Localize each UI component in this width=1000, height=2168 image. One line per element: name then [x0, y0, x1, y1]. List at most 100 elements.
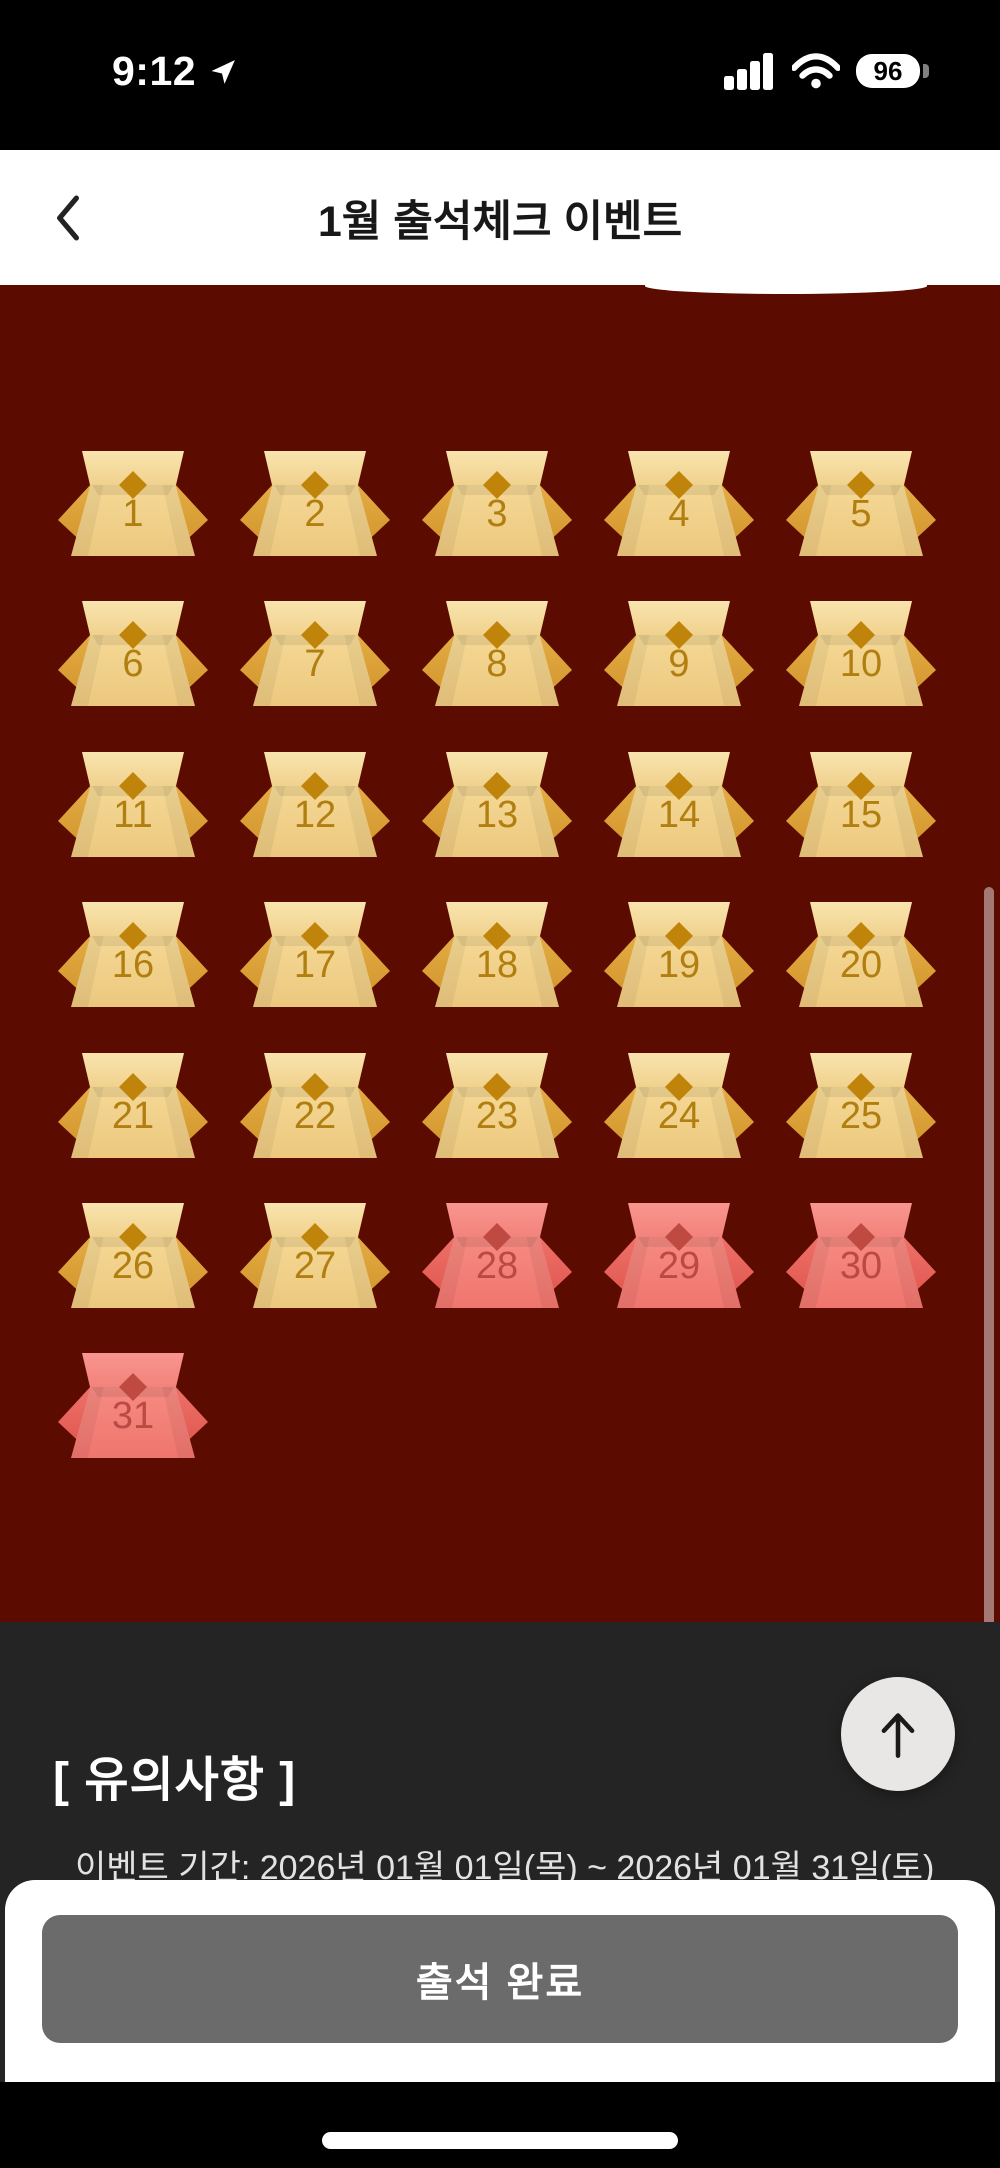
gift-day-12[interactable]: 12: [239, 751, 391, 863]
gift-day-19[interactable]: 19: [603, 901, 755, 1013]
gift-pouch-graphic: 24: [604, 1052, 754, 1158]
gift-pouch-graphic: 1: [58, 451, 208, 556]
gift-day-number: 11: [113, 794, 152, 836]
nav-bar: 1월 출석체크 이벤트: [0, 150, 1000, 285]
gift-pouch-graphic: 6: [58, 601, 208, 707]
attendance-complete-button[interactable]: 출석 완료: [42, 1915, 958, 2043]
status-bar: 9:12 96: [0, 0, 1000, 150]
gift-day-number: 8: [486, 643, 507, 685]
gift-day-number: 31: [112, 1395, 154, 1437]
gift-day-16[interactable]: 16: [57, 901, 209, 1013]
gift-day-29[interactable]: 29: [603, 1202, 755, 1314]
gift-day-number: 17: [294, 944, 336, 986]
gift-day-17[interactable]: 17: [239, 901, 391, 1013]
gift-pouch-graphic: 21: [58, 1052, 208, 1158]
gift-pouch-graphic: 11: [58, 751, 208, 857]
gift-day-18[interactable]: 18: [421, 901, 573, 1013]
gift-day-number: 21: [112, 1095, 154, 1137]
gift-day-14[interactable]: 14: [603, 751, 755, 863]
gift-pouch-graphic: 22: [240, 1052, 390, 1158]
gift-pouch-graphic: 28: [422, 1203, 572, 1308]
gift-day-30[interactable]: 30: [785, 1202, 937, 1314]
gift-pouch-graphic: 20: [786, 902, 936, 1008]
gift-day-22[interactable]: 22: [239, 1052, 391, 1164]
gift-day-27[interactable]: 27: [239, 1202, 391, 1314]
gift-pouch-graphic: 4: [604, 451, 754, 556]
gift-day-9[interactable]: 9: [603, 600, 755, 712]
location-icon: [211, 59, 235, 84]
gift-pouch-graphic: 19: [604, 902, 754, 1008]
gift-day-13[interactable]: 13: [421, 751, 573, 863]
gift-pouch-graphic: 7: [240, 601, 390, 707]
gift-day-8[interactable]: 8: [421, 600, 573, 712]
gift-day-number: 22: [294, 1095, 336, 1137]
gift-day-number: 14: [658, 794, 700, 836]
scroll-to-top-button[interactable]: [841, 1677, 955, 1791]
gift-pouch-graphic: 3: [422, 451, 572, 556]
gift-day-number: 5: [850, 493, 871, 535]
gift-day-number: 30: [840, 1245, 882, 1287]
gift-pouch-graphic: 23: [422, 1052, 572, 1158]
gift-day-number: 4: [668, 493, 689, 535]
gift-day-number: 7: [304, 643, 325, 685]
clock: 9:12: [112, 48, 197, 94]
gift-day-number: 27: [294, 1245, 336, 1287]
gift-day-number: 6: [122, 643, 143, 685]
gift-day-2[interactable]: 2: [239, 450, 391, 562]
gift-day-number: 26: [112, 1245, 154, 1287]
gift-day-7[interactable]: 7: [239, 600, 391, 712]
battery-percent: 96: [873, 55, 903, 86]
battery-icon: 96: [856, 54, 929, 88]
gift-pouch-graphic: 26: [58, 1203, 208, 1308]
page-title: 1월 출석체크 이벤트: [317, 197, 683, 246]
gift-pouch-graphic: 25: [786, 1052, 936, 1158]
gift-pouch-graphic: 12: [240, 751, 390, 857]
gift-day-11[interactable]: 11: [57, 751, 209, 863]
gift-day-number: 19: [658, 944, 700, 986]
gift-day-31[interactable]: 31: [57, 1352, 209, 1464]
gift-day-21[interactable]: 21: [57, 1052, 209, 1164]
gift-pouch-graphic: 27: [240, 1203, 390, 1308]
battery-nub: [923, 64, 929, 78]
cellular-signal-icon: [724, 53, 773, 90]
gift-day-28[interactable]: 28: [421, 1202, 573, 1314]
gift-pouch-graphic: 16: [58, 902, 208, 1008]
bottom-sheet: 출석 완료: [5, 1880, 995, 2082]
gift-day-24[interactable]: 24: [603, 1052, 755, 1164]
gift-pouch-graphic: 31: [58, 1353, 208, 1459]
gift-day-number: 23: [476, 1095, 518, 1137]
gift-pouch-graphic: 9: [604, 601, 754, 707]
gift-day-5[interactable]: 5: [785, 450, 937, 562]
home-indicator[interactable]: [322, 2132, 678, 2149]
gift-day-3[interactable]: 3: [421, 450, 573, 562]
gift-day-number: 16: [112, 944, 154, 986]
gift-day-number: 25: [840, 1095, 882, 1137]
gift-pouch-graphic: 2: [240, 451, 390, 556]
gift-pouch-graphic: 13: [422, 751, 572, 857]
gift-day-number: 1: [122, 493, 143, 535]
gift-day-23[interactable]: 23: [421, 1052, 573, 1164]
back-chevron-icon: [57, 195, 79, 240]
gift-day-number: 24: [658, 1095, 700, 1137]
wifi-icon: [792, 53, 840, 89]
gift-day-number: 28: [476, 1245, 518, 1287]
up-arrow-icon: [881, 1713, 915, 1758]
back-button[interactable]: [38, 150, 98, 285]
gift-day-20[interactable]: 20: [785, 901, 937, 1013]
gift-day-10[interactable]: 10: [785, 600, 937, 712]
gift-day-26[interactable]: 26: [57, 1202, 209, 1314]
gift-day-25[interactable]: 25: [785, 1052, 937, 1164]
gift-day-15[interactable]: 15: [785, 751, 937, 863]
gift-pouch-graphic: 5: [786, 451, 936, 556]
notes-heading: [ 유의사항 ]: [53, 1754, 297, 1807]
gift-day-1[interactable]: 1: [57, 450, 209, 562]
gift-day-6[interactable]: 6: [57, 600, 209, 712]
gift-day-4[interactable]: 4: [603, 450, 755, 562]
gift-grid: 1 2 3: [0, 285, 1000, 1622]
gift-pouch-graphic: 18: [422, 902, 572, 1008]
gift-pouch-graphic: 10: [786, 601, 936, 707]
banner-bottom-edge: [645, 284, 927, 294]
gift-pouch-graphic: 30: [786, 1203, 936, 1308]
scrollbar-thumb[interactable]: [984, 887, 994, 1790]
